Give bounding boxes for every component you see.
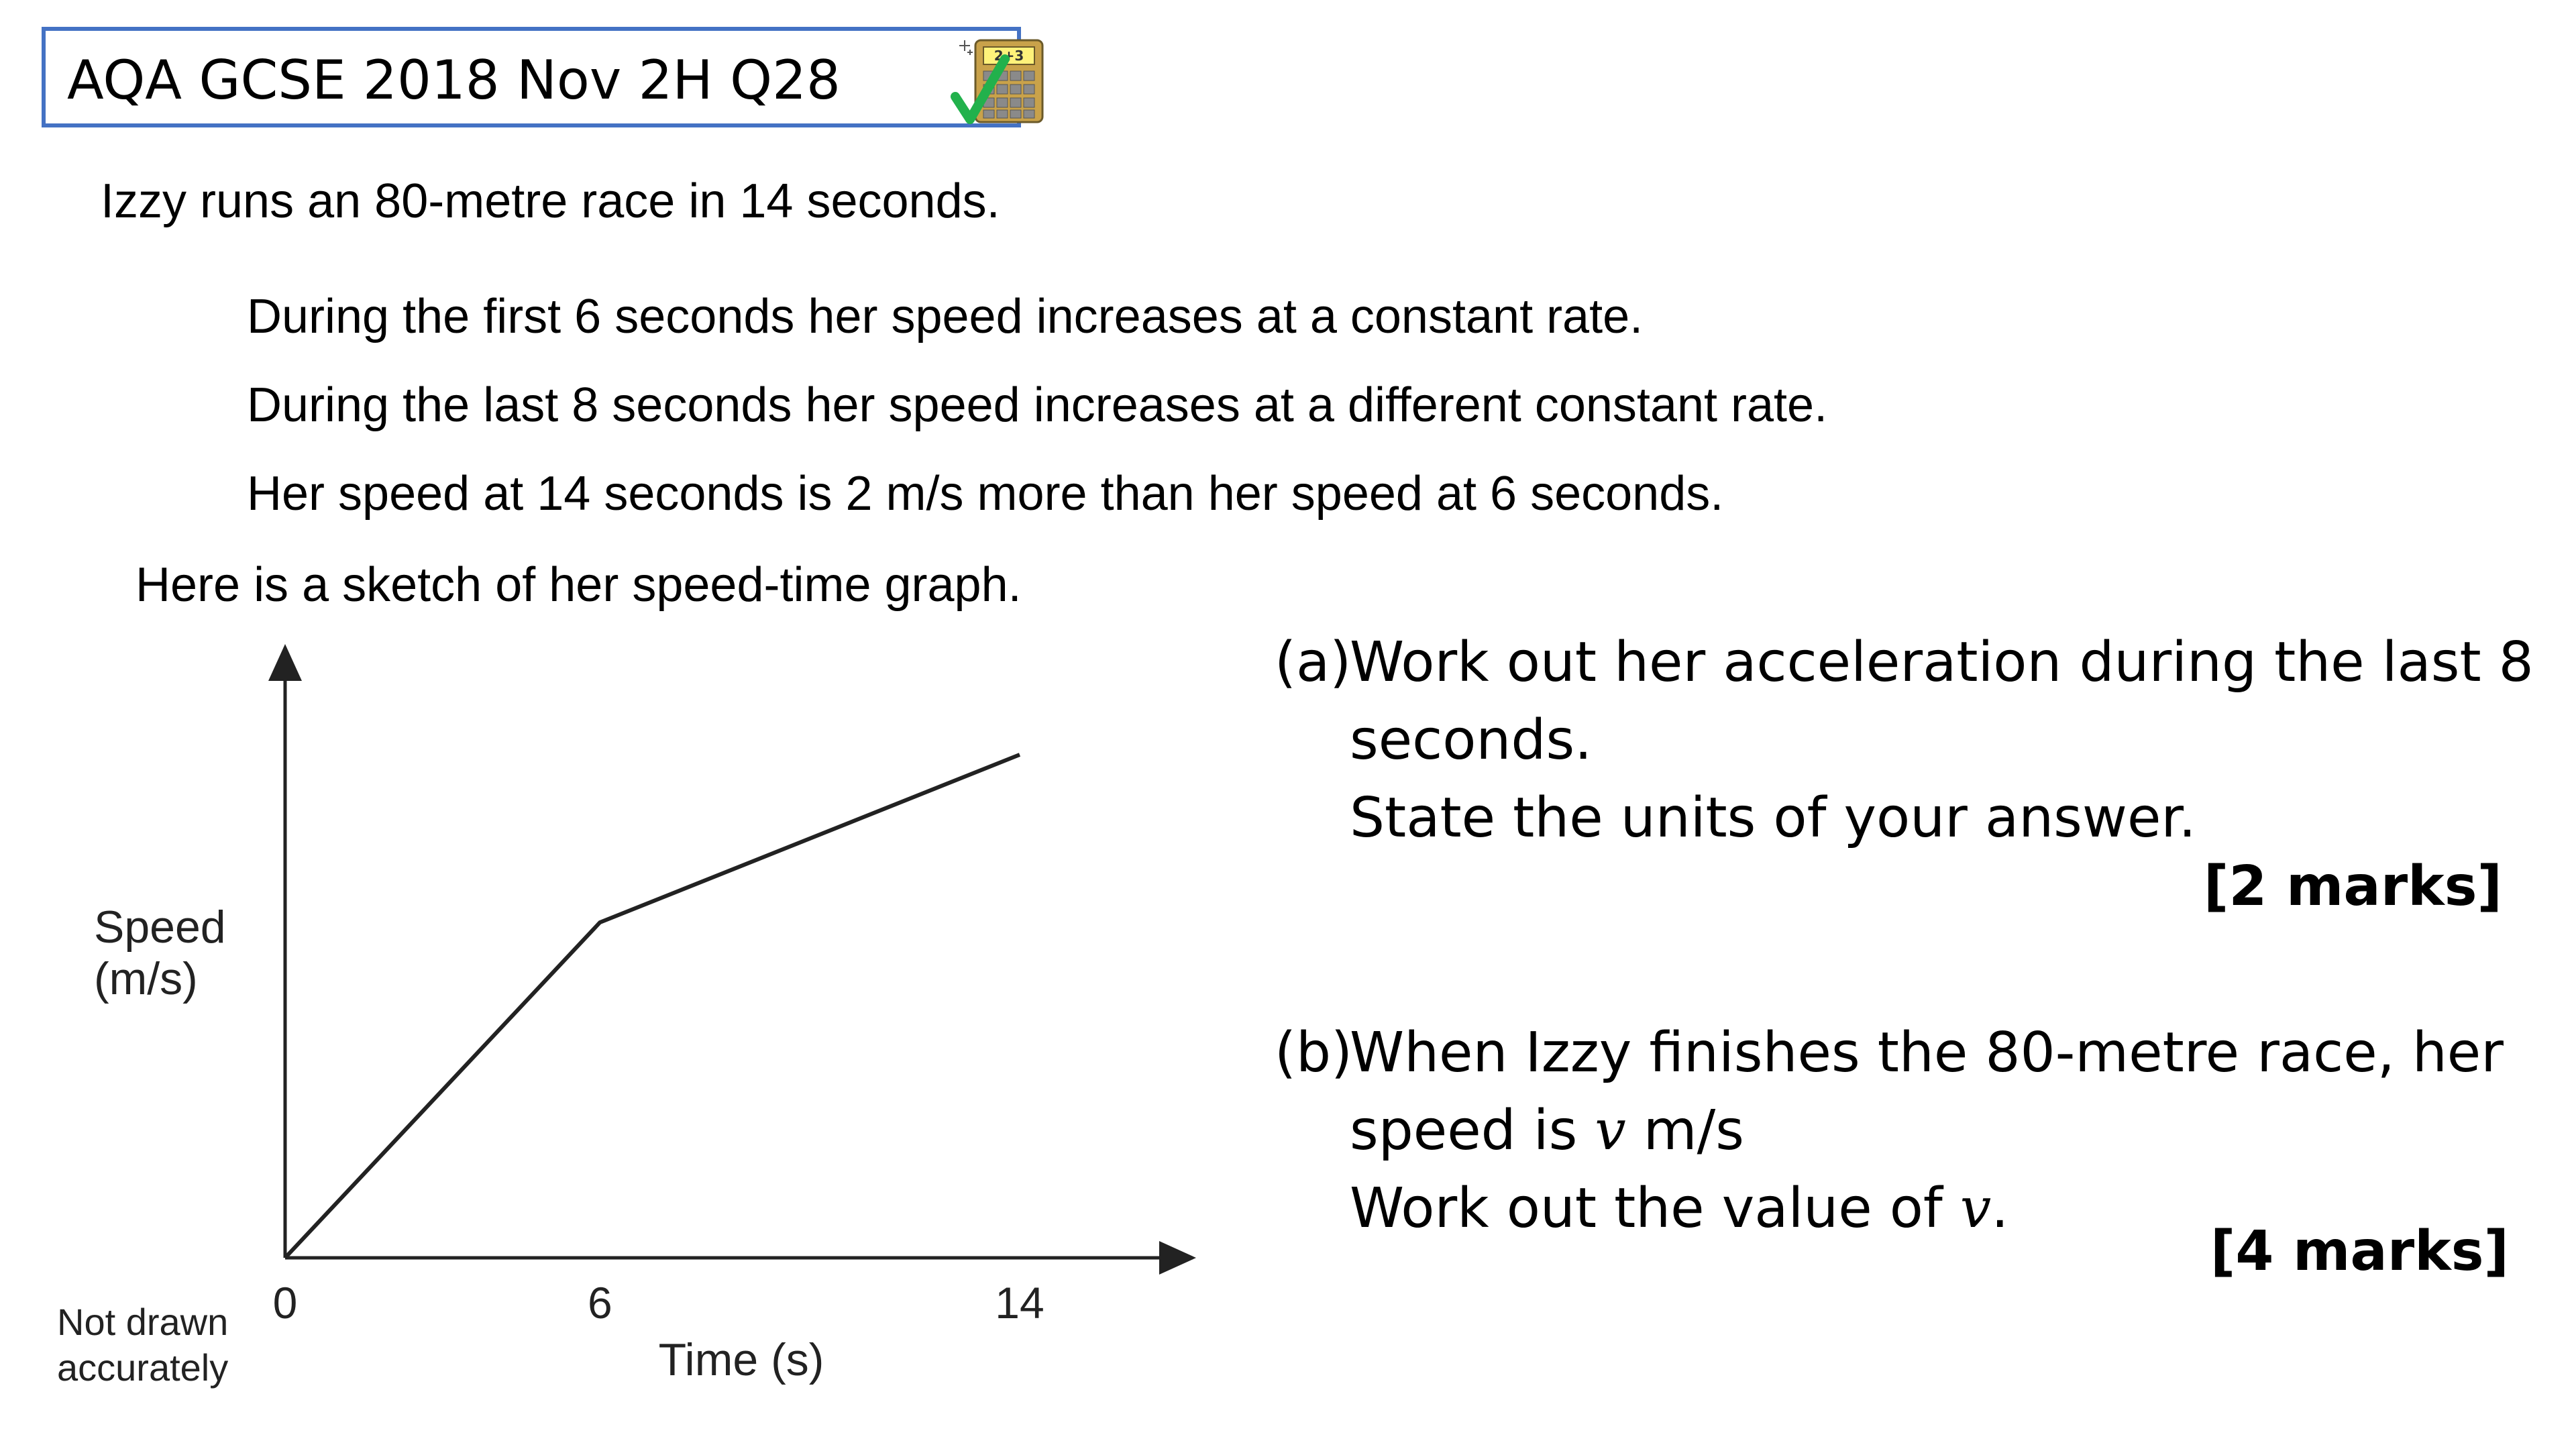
condition-2: During the last 8 seconds her speed incr… xyxy=(247,378,1828,432)
condition-3: Her speed at 14 seconds is 2 m/s more th… xyxy=(247,467,1724,521)
not-drawn-accurately-note-line1: Not drawn xyxy=(57,1301,228,1343)
part-b-line3-post: . xyxy=(1991,1177,2009,1240)
x-tick-label: 14 xyxy=(995,1278,1044,1328)
part-b-line3-pre: Work out the value of xyxy=(1350,1177,1960,1240)
part-b-line3: Work out the value of v. xyxy=(1350,1170,2008,1248)
part-a-line2: seconds. xyxy=(1350,708,1593,772)
part-b-line2-pre: speed is xyxy=(1350,1099,1595,1163)
calculator-allowed-icon: 2+3 xyxy=(951,39,1044,124)
x-tick-label: 6 xyxy=(588,1278,612,1328)
question-title: AQA GCSE 2018 Nov 2H Q28 xyxy=(67,49,841,111)
y-axis-label-line2: (m/s) xyxy=(94,953,198,1004)
part-b-marks: [4 marks] xyxy=(2210,1220,2509,1283)
part-b-label: (b) xyxy=(1275,1021,1353,1085)
variable-v: v xyxy=(1960,1177,1992,1240)
sparkle-icon xyxy=(959,40,973,55)
x-axis-label: Time (s) xyxy=(659,1334,824,1385)
check-icon xyxy=(951,54,1010,124)
x-tick-label: 0 xyxy=(273,1278,298,1328)
part-b-line2-post: m/s xyxy=(1625,1099,1744,1163)
speed-line xyxy=(283,753,1021,1260)
part-a-line1: Work out her acceleration during the las… xyxy=(1350,631,2534,694)
question-title-box: AQA GCSE 2018 Nov 2H Q28 2+3 xyxy=(42,27,1044,127)
variable-v: v xyxy=(1595,1099,1626,1163)
not-drawn-accurately-note-line2: accurately xyxy=(57,1346,228,1389)
part-b-line1: When Izzy finishes the 80-metre race, he… xyxy=(1350,1021,2504,1085)
intro-text: Izzy runs an 80-metre race in 14 seconds… xyxy=(101,174,1000,228)
part-a-line3: State the units of your answer. xyxy=(1350,786,2196,850)
y-axis-label-line1: Speed xyxy=(94,902,226,953)
sketch-intro-text: Here is a sketch of her speed-time graph… xyxy=(136,558,1022,612)
speed-time-graph: 0 6 14 Speed (m/s) Time (s) Not drawn accu… xyxy=(57,644,1196,1389)
part-b-line2: speed is v m/s xyxy=(1350,1092,1744,1170)
condition-1: During the first 6 seconds her speed inc… xyxy=(247,290,1644,343)
part-a-label: (a) xyxy=(1275,631,1352,694)
part-a-marks: [2 marks] xyxy=(2203,855,2502,918)
